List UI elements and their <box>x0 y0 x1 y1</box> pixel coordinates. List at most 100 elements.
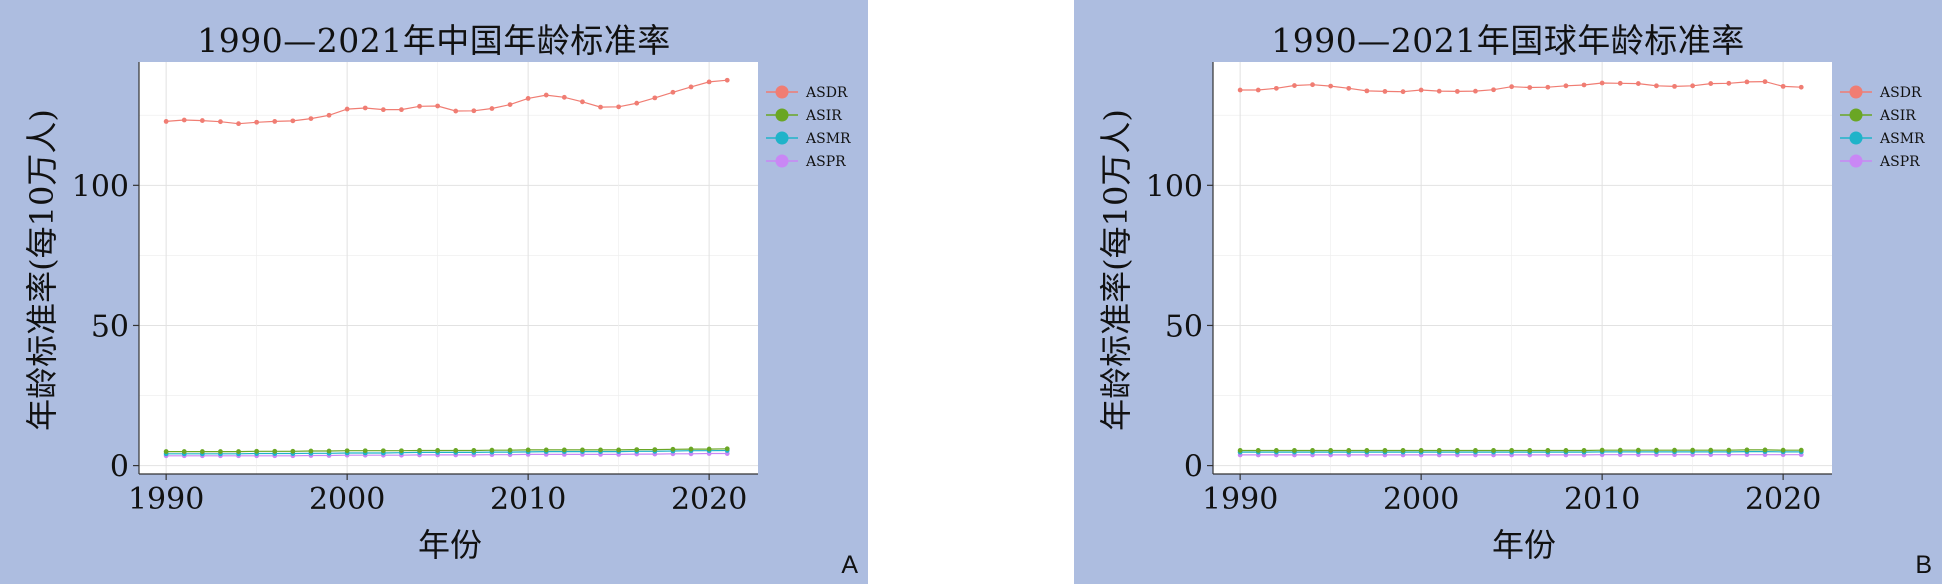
x-tick-label: 1990 <box>128 482 204 517</box>
x-tick-label: 2010 <box>1564 482 1640 517</box>
data-point <box>344 448 350 454</box>
data-point <box>236 449 241 454</box>
x-axis-label: 年份 <box>417 526 482 564</box>
data-point <box>435 448 441 453</box>
data-point <box>598 447 603 453</box>
x-tick-label: 2020 <box>671 482 747 517</box>
data-point <box>1400 448 1406 453</box>
data-point <box>1473 88 1478 94</box>
data-point <box>616 104 622 110</box>
data-point <box>1364 448 1370 453</box>
data-point <box>670 89 676 95</box>
data-point <box>1690 83 1696 89</box>
data-point <box>1346 448 1352 453</box>
data-point <box>525 447 531 453</box>
chart-title: 1990—2021年中国年龄标准率 <box>197 21 671 60</box>
data-point <box>417 103 422 109</box>
data-point <box>1273 85 1279 91</box>
data-point <box>724 446 730 452</box>
x-axis-label: 年份 <box>1491 526 1556 564</box>
data-point <box>1545 84 1551 90</box>
data-point <box>652 447 658 453</box>
data-point <box>1310 448 1315 453</box>
data-point <box>1527 448 1533 453</box>
plot-area <box>139 62 758 474</box>
data-point <box>489 106 495 111</box>
data-point <box>308 448 314 454</box>
data-point <box>543 447 549 453</box>
data-point <box>1762 79 1768 85</box>
data-point <box>1328 448 1334 453</box>
data-point <box>634 447 640 453</box>
data-point <box>706 79 712 85</box>
data-point <box>1672 447 1677 453</box>
legend-marker <box>775 131 789 145</box>
data-point <box>1400 89 1406 95</box>
legend-label: ASIR <box>1879 108 1916 124</box>
data-point <box>670 446 676 452</box>
data-point <box>1382 89 1388 94</box>
data-point <box>1690 447 1696 453</box>
data-point <box>181 449 187 454</box>
legend: ASDR ASIR ASMR ASPR <box>766 85 851 170</box>
data-point <box>1509 448 1515 453</box>
data-point <box>525 96 531 101</box>
data-point <box>1255 448 1261 453</box>
data-point <box>218 119 223 125</box>
legend-marker <box>1849 131 1863 145</box>
data-point <box>1708 447 1714 453</box>
plot-area <box>1213 62 1832 474</box>
data-point <box>1382 448 1388 453</box>
legend-marker <box>775 154 789 168</box>
legend: ASDR ASIR ASMR ASPR <box>1840 85 1925 170</box>
data-point <box>1581 82 1587 88</box>
chart-title: 1990—2021年国球年龄标准率 <box>1271 21 1745 60</box>
data-point <box>471 108 477 114</box>
data-point <box>507 447 513 453</box>
data-point <box>724 77 730 83</box>
data-point <box>1563 83 1569 89</box>
data-point <box>1617 80 1623 86</box>
data-point <box>688 84 694 90</box>
data-point <box>199 118 205 123</box>
data-point <box>254 119 260 125</box>
data-point <box>1726 80 1732 86</box>
legend-marker <box>1849 85 1863 99</box>
data-point <box>290 118 296 124</box>
series-line <box>166 448 728 453</box>
data-point <box>290 448 296 454</box>
data-point <box>399 448 404 454</box>
data-point <box>1418 448 1424 453</box>
grid <box>139 62 758 474</box>
data-point <box>489 447 495 453</box>
data-point <box>688 446 694 452</box>
data-point <box>272 119 278 124</box>
series-line <box>1240 451 1802 453</box>
y-axis-label: 年龄标准率(每10万人) <box>23 109 61 431</box>
data-point <box>580 447 585 453</box>
data-point <box>1599 447 1605 453</box>
data-point <box>580 99 585 105</box>
data-point <box>1563 448 1569 453</box>
data-point <box>326 112 332 118</box>
data-point <box>199 449 205 454</box>
series-line <box>166 79 728 125</box>
data-point <box>236 121 241 127</box>
data-point <box>1364 88 1370 94</box>
data-point <box>1273 448 1279 453</box>
x-tick-label: 1990 <box>1202 482 1278 517</box>
legend-marker <box>1849 154 1863 168</box>
data-point <box>344 106 350 112</box>
series-asir <box>1237 447 1804 453</box>
data-point <box>1473 448 1478 453</box>
data-point <box>1491 87 1496 93</box>
data-point <box>163 449 169 454</box>
data-point <box>435 103 441 109</box>
data-point <box>1418 87 1424 93</box>
y-tick-label: 50 <box>91 309 129 344</box>
data-point <box>634 100 640 106</box>
series-line <box>166 449 728 455</box>
series-asdr <box>163 77 730 127</box>
data-point <box>1762 447 1768 453</box>
data-point <box>163 119 169 124</box>
